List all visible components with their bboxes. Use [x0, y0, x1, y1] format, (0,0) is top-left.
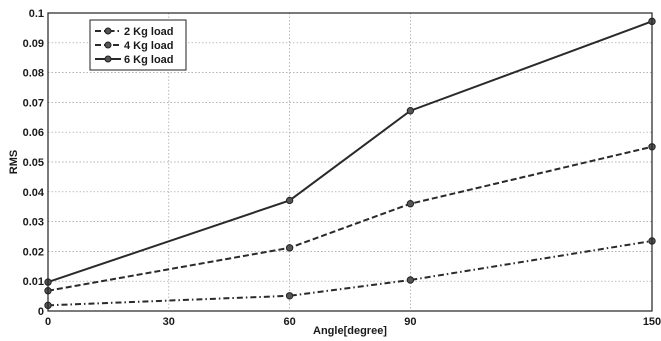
x-tick-label: 60 [283, 316, 295, 328]
legend-marker [104, 41, 112, 49]
y-tick-labels: 0 0.01 0.02 0.03 0.04 0.05 0.06 0.07 0.08 0.09 0.1 [23, 8, 45, 318]
x-tick-labels: 0 30 60 90 150 [45, 316, 661, 328]
series-1 [44, 237, 656, 310]
series-line [47, 239, 653, 307]
data-point [285, 292, 294, 300]
series-2 [44, 143, 656, 295]
legend-entry: 6 Kg load [95, 54, 174, 66]
data-point [285, 244, 294, 252]
x-tick-label: 90 [404, 316, 416, 328]
series-line [47, 20, 653, 284]
y-tick-label: 0.07 [23, 97, 44, 109]
legend-label: 6 Kg load [124, 54, 174, 66]
data-point [285, 196, 294, 205]
y-tick-label: 0.01 [23, 276, 44, 288]
y-tick-label: 0.06 [23, 127, 44, 139]
plot-frame [47, 12, 653, 312]
data-point [406, 107, 415, 115]
y-tick-label: 0 [38, 306, 44, 318]
x-tick-label: 30 [163, 316, 175, 328]
y-tick-label: 0.02 [23, 246, 44, 258]
data-point [406, 200, 415, 208]
legend-marker [104, 27, 112, 35]
data-point [406, 276, 415, 284]
y-tick-label: 0.1 [29, 8, 44, 20]
y-tick-label: 0.04 [23, 187, 45, 199]
y-tick-label: 0.09 [23, 38, 44, 50]
series-line [47, 145, 653, 292]
x-tick-label: 150 [643, 316, 661, 328]
legend: 2 Kg load 4 Kg load 6 Kg load [89, 19, 187, 71]
legend-entry: 4 Kg load [95, 40, 174, 52]
y-tick-label: 0.05 [23, 157, 44, 169]
series-lines [44, 17, 656, 310]
y-tick-label: 0.03 [23, 217, 44, 229]
legend-entry: 2 Kg load [95, 26, 174, 38]
legend-label: 2 Kg load [124, 26, 174, 38]
legend-label: 4 Kg load [124, 40, 174, 52]
y-axis-label: RMS [8, 150, 20, 174]
y-tick-label: 0.08 [23, 68, 44, 80]
x-tick-label: 0 [45, 316, 51, 328]
x-axis-label: Angle[degree] [313, 325, 387, 337]
legend-marker [104, 55, 112, 63]
